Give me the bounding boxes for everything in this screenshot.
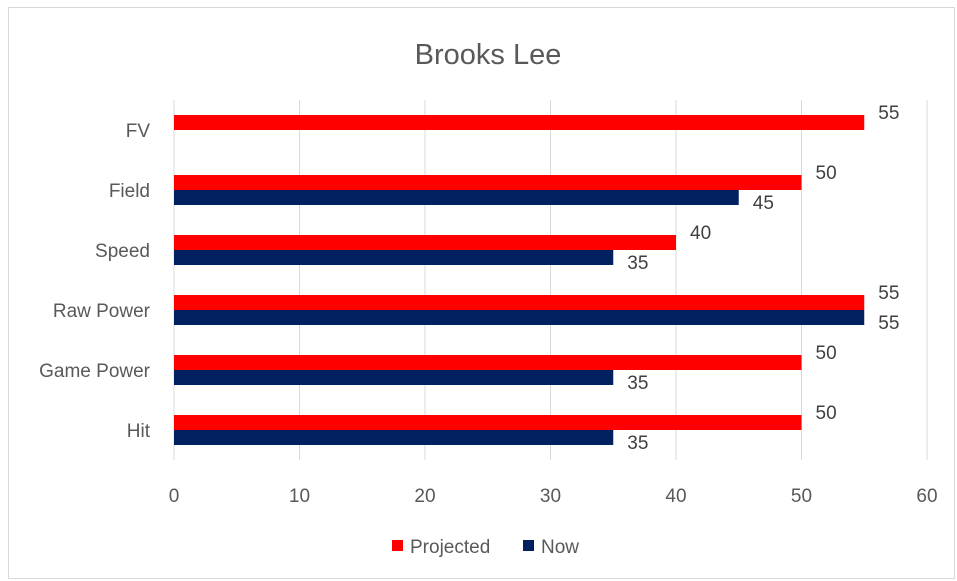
- bar-projected-field: [174, 175, 802, 190]
- category-label-speed: Speed: [95, 241, 150, 262]
- x-tick-label-30: 30: [540, 486, 561, 507]
- x-tick-label-40: 40: [665, 486, 686, 507]
- legend: Projected Now: [392, 537, 579, 558]
- data-label-now-field: 45: [753, 193, 774, 214]
- bar-projected-fv: [174, 115, 865, 130]
- bar-projected-speed: [174, 235, 676, 250]
- data-label-now-hit: 35: [627, 433, 648, 454]
- category-label-game-power: Game Power: [39, 361, 151, 382]
- chart-title: Brooks Lee: [415, 39, 562, 71]
- bar-projected-game-power: [174, 355, 802, 370]
- data-label-projected-field: 50: [816, 163, 837, 184]
- bar-projected-raw-power: [174, 295, 865, 310]
- bar-now-hit: [174, 430, 614, 445]
- data-label-projected-fv: 55: [878, 103, 899, 124]
- x-tick-label-0: 0: [169, 486, 180, 507]
- x-tick-label-60: 60: [916, 486, 937, 507]
- chart-frame: [8, 7, 955, 579]
- legend-label-projected: Projected: [410, 537, 490, 558]
- bar-projected-hit: [174, 415, 802, 430]
- data-label-projected-speed: 40: [690, 223, 711, 244]
- category-label-hit: Hit: [127, 421, 151, 442]
- x-axis-tick-labels: 0 10 20 30 40 50 60: [169, 486, 938, 507]
- bars: [174, 115, 865, 445]
- x-tick-label-20: 20: [414, 486, 435, 507]
- x-tick-label-50: 50: [791, 486, 812, 507]
- legend-swatch-now: [523, 540, 534, 551]
- data-label-projected-game-power: 50: [816, 343, 837, 364]
- bar-now-raw-power: [174, 310, 865, 325]
- legend-swatch-projected: [392, 540, 403, 551]
- data-label-now-raw-power: 55: [878, 313, 899, 334]
- bar-now-speed: [174, 250, 614, 265]
- data-label-now-speed: 35: [627, 253, 648, 274]
- category-labels: FV Field Speed Raw Power Game Power Hit: [39, 121, 151, 442]
- category-label-fv: FV: [126, 121, 151, 142]
- bar-now-field: [174, 190, 739, 205]
- data-label-now-game-power: 35: [627, 373, 648, 394]
- data-label-projected-raw-power: 55: [878, 283, 899, 304]
- bar-now-game-power: [174, 370, 614, 385]
- legend-label-now: Now: [541, 537, 579, 558]
- category-label-raw-power: Raw Power: [53, 301, 151, 322]
- gridlines: [173, 100, 928, 460]
- data-labels: 55 50 45 40 35 55 55 50 35 50 35: [627, 103, 899, 454]
- category-label-field: Field: [109, 181, 150, 202]
- x-tick-label-10: 10: [289, 486, 310, 507]
- data-label-projected-hit: 50: [816, 403, 837, 424]
